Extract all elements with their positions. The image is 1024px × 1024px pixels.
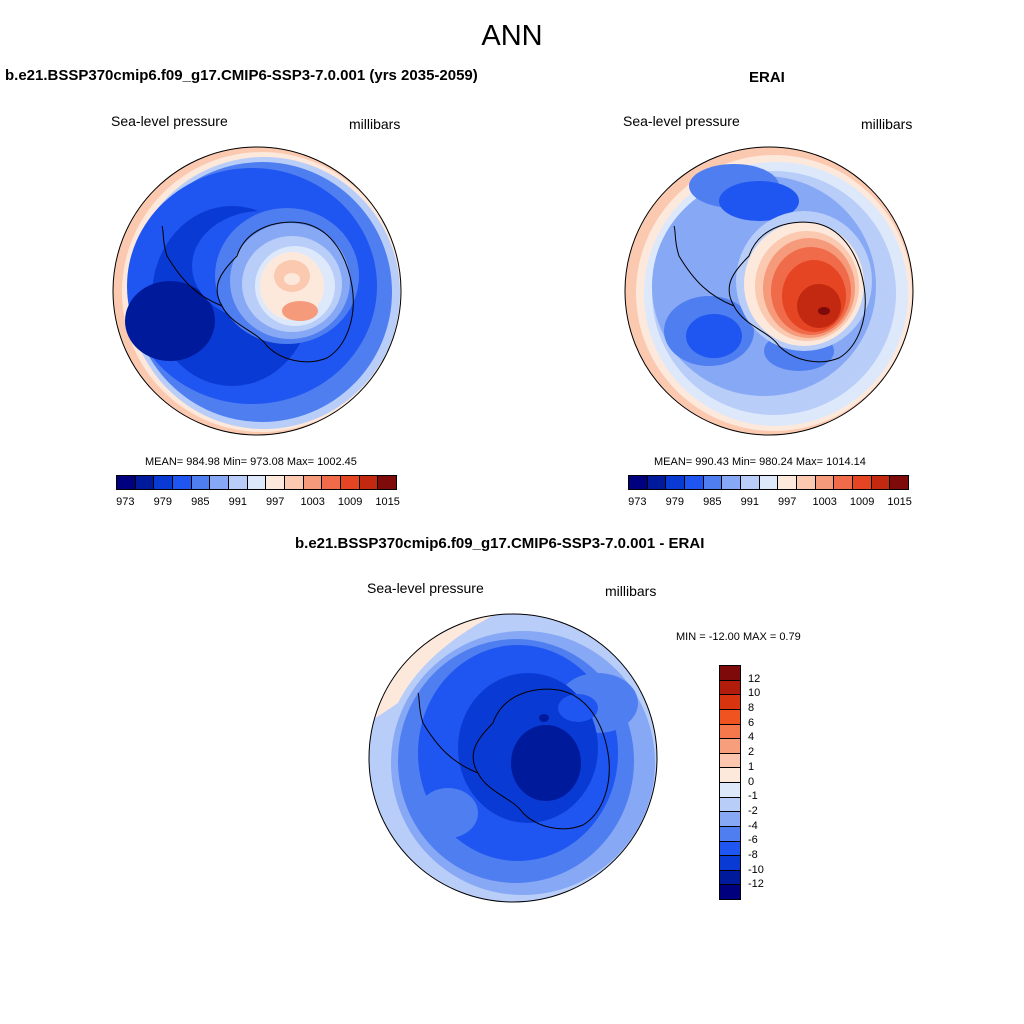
- panel-3-title: b.e21.BSSP370cmip6.f09_g17.CMIP6-SSP3-7.…: [295, 535, 705, 552]
- panel-1-colorbar-ticks: 973 979 985 991 997 1003 1009 1015: [116, 496, 400, 510]
- colorbar-tick-label: -1: [748, 790, 758, 803]
- panel-1-title: b.e21.BSSP370cmip6.f09_g17.CMIP6-SSP3-7.…: [5, 67, 478, 84]
- colorbar-swatch: [341, 476, 360, 489]
- panel-1-stats: MEAN= 984.98 Min= 973.08 Max= 1002.45: [145, 456, 357, 468]
- colorbar-swatch: [703, 476, 723, 489]
- colorbar-tick-label: 12: [748, 672, 761, 685]
- colorbar-swatch: [871, 476, 891, 489]
- panel-3-colorbar: [719, 665, 741, 900]
- colorbar-swatch: [154, 476, 174, 489]
- colorbar-tick-label: 2: [748, 746, 755, 759]
- colorbar-swatch: [117, 476, 136, 489]
- colorbar-swatch: [720, 812, 740, 827]
- colorbar-swatch: [629, 476, 648, 489]
- colorbar-swatch: [720, 724, 740, 740]
- panel-3-units-label: millibars: [605, 583, 657, 599]
- colorbar-tick-label: 1003: [812, 496, 837, 508]
- colorbar-swatch: [266, 476, 286, 489]
- colorbar-tick-label: 985: [191, 496, 210, 508]
- colorbar-swatch: [720, 826, 740, 842]
- colorbar-swatch: [303, 476, 323, 489]
- colorbar-swatch: [378, 476, 397, 489]
- colorbar-swatch: [285, 476, 304, 489]
- colorbar-tick-label: 1: [748, 760, 755, 773]
- colorbar-swatch: [720, 841, 740, 857]
- colorbar-swatch: [797, 476, 816, 489]
- colorbar-swatch: [834, 476, 854, 489]
- colorbar-tick-label: -12: [748, 878, 764, 891]
- colorbar-swatch: [741, 476, 760, 489]
- colorbar-swatch: [191, 476, 211, 489]
- colorbar-tick-label: 0: [748, 775, 755, 788]
- panel-2-colorbar-ticks: 973 979 985 991 997 1003 1009 1015: [628, 496, 912, 510]
- colorbar-swatch: [720, 680, 740, 696]
- colorbar-swatch: [720, 783, 740, 798]
- colorbar-swatch: [720, 666, 740, 681]
- colorbar-swatch: [720, 768, 740, 783]
- panel-2-title: ERAI: [749, 69, 785, 86]
- panel-1-colorbar: [116, 475, 397, 490]
- colorbar-swatch: [322, 476, 342, 489]
- colorbar-swatch: [720, 885, 740, 899]
- colorbar-swatch: [666, 476, 686, 489]
- colorbar-swatch: [722, 476, 742, 489]
- colorbar-swatch: [247, 476, 267, 489]
- colorbar-swatch: [135, 476, 155, 489]
- panel-3-variable-label: Sea-level pressure: [367, 580, 484, 596]
- colorbar-tick-label: 8: [748, 702, 755, 715]
- colorbar-swatch: [359, 476, 379, 489]
- colorbar-tick-label: 1015: [375, 496, 400, 508]
- colorbar-tick-label: 973: [628, 496, 647, 508]
- panel-3-polar-map: [368, 613, 658, 903]
- colorbar-tick-label: 10: [748, 687, 761, 700]
- colorbar-swatch: [173, 476, 192, 489]
- colorbar-tick-label: 985: [703, 496, 722, 508]
- colorbar-swatch: [778, 476, 798, 489]
- colorbar-tick-label: 997: [266, 496, 285, 508]
- colorbar-swatch: [720, 797, 740, 813]
- colorbar-swatch: [720, 695, 740, 710]
- colorbar-tick-label: 979: [153, 496, 173, 508]
- colorbar-tick-label: 991: [740, 496, 759, 508]
- colorbar-tick-label: 991: [228, 496, 247, 508]
- colorbar-swatch: [720, 856, 740, 871]
- colorbar-swatch: [210, 476, 230, 489]
- colorbar-swatch: [720, 739, 740, 754]
- colorbar-tick-label: -10: [748, 863, 764, 876]
- panel-2-polar-map: [624, 146, 914, 436]
- colorbar-tick-label: 6: [748, 716, 755, 729]
- panel-3-colorbar-ticks: 12 10 8 6 4 2 1 0 -1 -2 -4 -6 -8 -10 -12: [748, 665, 788, 900]
- colorbar-tick-label: 4: [748, 731, 755, 744]
- colorbar-tick-label: 1015: [887, 496, 912, 508]
- colorbar-tick-label: -4: [748, 819, 758, 832]
- colorbar-tick-label: 973: [116, 496, 135, 508]
- colorbar-tick-label: 1009: [337, 496, 363, 508]
- colorbar-tick-label: 979: [665, 496, 685, 508]
- colorbar-swatch: [890, 476, 909, 489]
- panel-1-variable-label: Sea-level pressure: [111, 113, 228, 129]
- panel-3-stats: MIN = -12.00 MAX = 0.79: [676, 631, 801, 643]
- figure-title: ANN: [481, 20, 543, 52]
- colorbar-tick-label: -6: [748, 834, 758, 847]
- colorbar-swatch: [685, 476, 704, 489]
- colorbar-tick-label: 997: [778, 496, 797, 508]
- colorbar-swatch: [229, 476, 248, 489]
- colorbar-tick-label: -2: [748, 804, 758, 817]
- colorbar-swatch: [815, 476, 835, 489]
- panel-2-units-label: millibars: [861, 116, 913, 132]
- colorbar-swatch: [720, 753, 740, 769]
- colorbar-swatch: [720, 709, 740, 725]
- panel-1-polar-map: [112, 146, 402, 436]
- colorbar-swatch: [647, 476, 667, 489]
- panel-1-units-label: millibars: [349, 116, 401, 132]
- colorbar-tick-label: 1009: [849, 496, 875, 508]
- colorbar-swatch: [759, 476, 779, 489]
- panel-2-colorbar: [628, 475, 909, 490]
- colorbar-tick-label: 1003: [300, 496, 325, 508]
- colorbar-tick-label: -8: [748, 848, 758, 861]
- panel-2-variable-label: Sea-level pressure: [623, 113, 740, 129]
- panel-2-stats: MEAN= 990.43 Min= 980.24 Max= 1014.14: [654, 456, 866, 468]
- colorbar-swatch: [720, 870, 740, 886]
- colorbar-swatch: [853, 476, 872, 489]
